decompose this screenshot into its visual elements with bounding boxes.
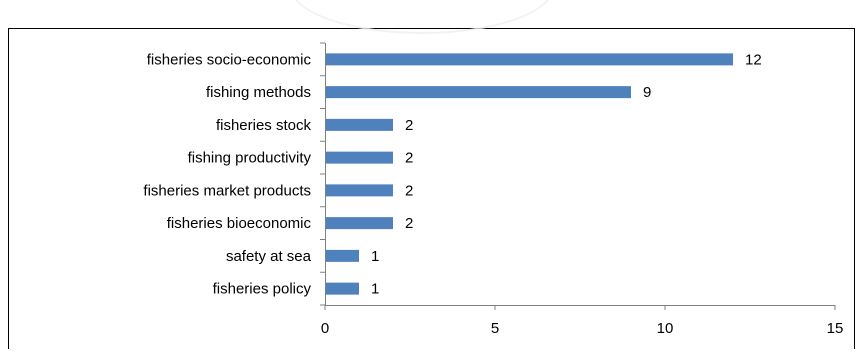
category-label-7: fisheries policy — [213, 281, 312, 298]
data-label-0: 12 — [745, 51, 762, 68]
bar-7 — [325, 282, 359, 295]
bar-5 — [325, 217, 393, 230]
data-label-7: 1 — [371, 281, 379, 298]
data-label-1: 9 — [643, 84, 651, 101]
data-label-6: 1 — [371, 248, 379, 265]
x-tick-label-1: 5 — [491, 320, 499, 337]
category-label-0: fisheries socio-economic — [147, 51, 312, 68]
category-label-5: fisheries bioeconomic — [167, 215, 312, 232]
bar-3 — [325, 151, 393, 164]
bars-group — [325, 53, 733, 295]
category-label-3: fishing productivity — [188, 150, 312, 167]
axes-group — [320, 42, 835, 306]
x-tick-label-2: 10 — [657, 320, 674, 337]
x-ticks: 0 5 10 15 — [321, 305, 844, 337]
category-label-4: fisheries market products — [143, 182, 311, 199]
x-tick-label-3: 15 — [827, 320, 844, 337]
bar-1 — [325, 86, 631, 99]
bar-0 — [325, 53, 733, 66]
category-label-2: fisheries stock — [216, 117, 312, 134]
data-label-4: 2 — [405, 182, 413, 199]
data-labels: 12 9 2 2 2 2 1 1 — [371, 51, 762, 297]
data-label-5: 2 — [405, 215, 413, 232]
data-label-2: 2 — [405, 117, 413, 134]
chart-frame — [8, 28, 855, 354]
bar-4 — [325, 184, 393, 197]
x-tick-label-0: 0 — [321, 320, 329, 337]
category-label-1: fishing methods — [206, 84, 311, 101]
category-label-6: safety at sea — [226, 248, 312, 265]
category-labels: fisheries socio-economic fishing methods f… — [143, 51, 311, 297]
bar-6 — [325, 249, 359, 262]
bar-2 — [325, 118, 393, 131]
data-label-3: 2 — [405, 150, 413, 167]
